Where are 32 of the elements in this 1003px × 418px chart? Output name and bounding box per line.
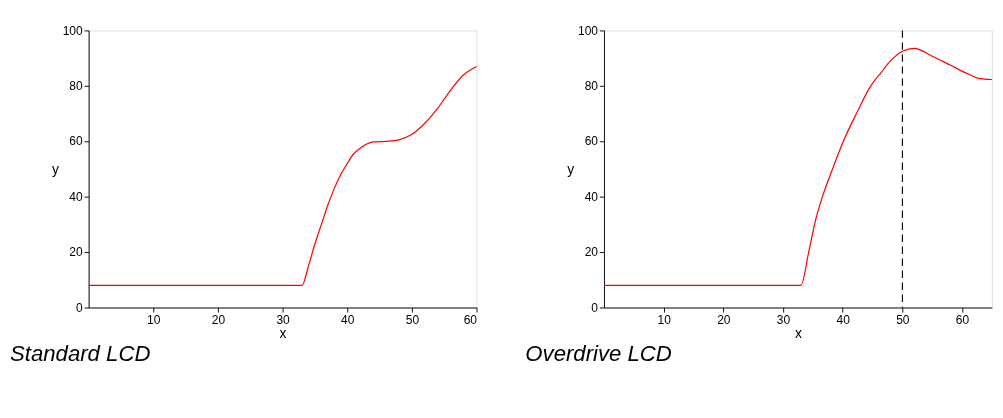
x-tick-label: 60 (463, 312, 478, 327)
text: Overdrive LCD (525, 341, 672, 367)
line-series (603, 47, 993, 286)
x-tick-label: 50 (896, 312, 910, 327)
x-tick-label: 30 (776, 312, 791, 327)
y-tick-label: 40 (69, 189, 83, 204)
x-tick-label: 50 (405, 312, 420, 327)
y-tick-label: 80 (584, 79, 599, 94)
x-tick-label: 60 (955, 312, 970, 327)
y-axis-title: y (52, 161, 60, 178)
y-tick-label: 100 (577, 23, 599, 38)
y-tick-label: 80 (69, 79, 83, 94)
x-tick-label: 20 (717, 312, 731, 327)
text: Standard LCD (9, 341, 151, 367)
line-series (88, 65, 478, 286)
x-tick-label: 30 (276, 312, 291, 327)
x-tick-label: 40 (836, 312, 851, 327)
y-tick-label: 0 (591, 300, 599, 315)
y-axis-title: y (567, 161, 575, 178)
y-tick-label: 0 (75, 300, 83, 315)
y-tick-label: 60 (69, 134, 83, 149)
x-tick-label: 20 (211, 312, 226, 327)
x-axis-title: x (279, 324, 287, 341)
x-axis-title: x (794, 324, 802, 341)
x-tick-label: 10 (657, 312, 672, 327)
x-tick-label: 40 (341, 312, 355, 327)
y-tick-label: 100 (62, 23, 83, 38)
y-tick-label: 40 (584, 189, 599, 204)
y-tick-label: 20 (584, 245, 599, 260)
y-tick-label: 60 (584, 134, 599, 149)
x-tick-label: 10 (147, 312, 161, 327)
y-tick-label: 20 (69, 245, 83, 260)
